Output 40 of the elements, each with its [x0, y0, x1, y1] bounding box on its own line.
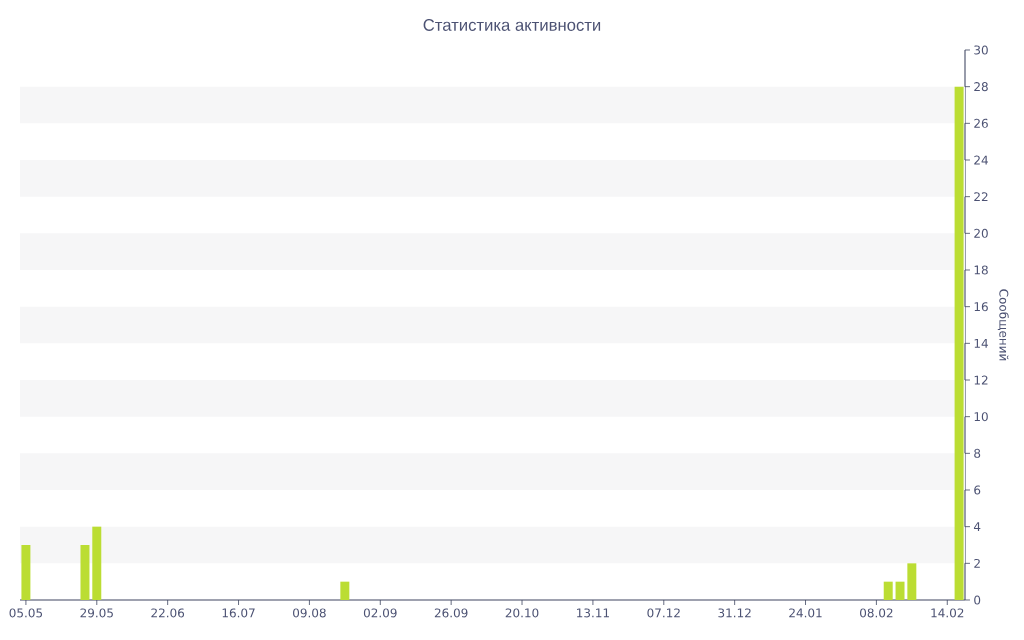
y-tick-label: 12 — [974, 375, 988, 385]
y-tick-label: 22 — [974, 192, 988, 202]
x-tick-label: 29.05 — [80, 608, 113, 618]
x-tick-label: 22.06 — [151, 608, 185, 618]
y-tick-label: 14 — [974, 338, 988, 348]
x-tick-label: 08.02 — [860, 608, 893, 618]
bar — [92, 526, 102, 600]
x-tick-label: 13.11 — [577, 608, 609, 618]
y-tick-label: 28 — [974, 82, 988, 92]
y-tick-label: 0 — [974, 595, 981, 605]
y-tick-label: 24 — [974, 155, 988, 165]
x-tick-label: 07.12 — [647, 608, 680, 618]
y-tick-label: 18 — [974, 265, 988, 275]
y-axis-title: Сообщений — [997, 289, 1009, 361]
chart-title: Статистика активности — [423, 19, 601, 31]
x-tick-label: 05.05 — [9, 608, 43, 618]
x-tick-label: 09.08 — [293, 608, 326, 618]
y-tick-label: 30 — [974, 45, 988, 55]
y-tick-label: 2 — [974, 558, 980, 568]
x-tick-label: 26.09 — [434, 608, 468, 618]
bar — [883, 581, 893, 600]
bar — [80, 545, 90, 600]
bar — [895, 581, 905, 600]
x-tick-label: 02.09 — [363, 608, 397, 618]
x-tick-label: 16.07 — [222, 608, 255, 618]
bar — [954, 86, 964, 600]
bar — [340, 581, 350, 600]
x-tick-label: 20.10 — [505, 608, 539, 618]
y-tick-label: 16 — [974, 302, 988, 312]
x-tick-label: 24.01 — [789, 608, 822, 618]
y-tick-label: 20 — [974, 228, 988, 238]
y-tick-label: 26 — [974, 118, 988, 128]
bar — [21, 545, 31, 600]
x-tick-label: 31.12 — [718, 608, 751, 618]
x-tick-label: 14.02 — [931, 608, 964, 618]
y-tick-label: 4 — [973, 522, 981, 532]
y-tick-label: 10 — [974, 412, 988, 422]
y-tick-label: 8 — [974, 448, 981, 458]
bar — [907, 563, 917, 600]
y-tick-label: 6 — [974, 485, 981, 495]
